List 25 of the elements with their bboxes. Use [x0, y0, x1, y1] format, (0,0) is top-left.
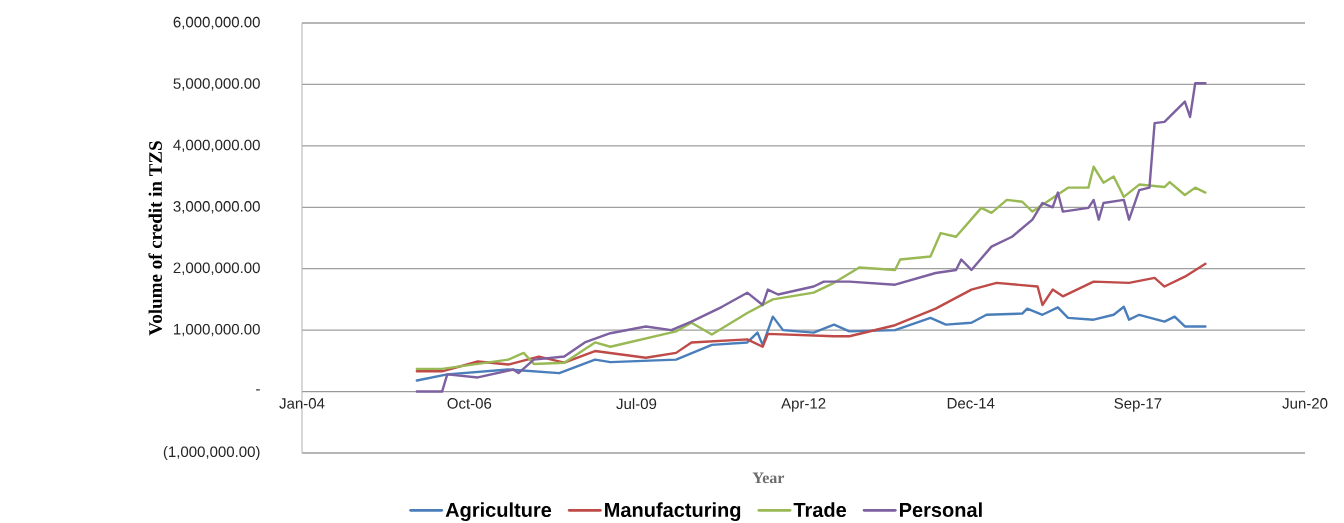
y-axis-title: Volume of credit in TZS — [148, 141, 163, 336]
x-tick-label: Jun-20 — [1282, 398, 1328, 409]
x-axis-title: Year — [752, 472, 785, 484]
line-series — [415, 82, 1207, 393]
line-series — [415, 165, 1207, 371]
legend-label: Manufacturing — [605, 502, 741, 522]
x-tick-label: Dec-14 — [947, 398, 995, 409]
legend-label: Trade — [793, 502, 847, 518]
y-tick-label: 4,000,000.00 — [173, 139, 260, 153]
legend-label: Agriculture — [445, 502, 552, 522]
y-tick-label: 1,000,000.00 — [174, 323, 260, 337]
x-tick-label: Jul-09 — [616, 398, 657, 410]
y-tick-label: 6,000,000.00 — [173, 16, 260, 30]
y-tick-label: - — [256, 389, 260, 391]
y-tick-label: 3,000,000.00 — [173, 201, 260, 214]
x-tick-label: Apr-12 — [781, 398, 826, 412]
line-series — [415, 305, 1207, 382]
y-tick-label: (1,000,000.00) — [163, 446, 260, 460]
y-tick-label: 2,000,000.00 — [173, 262, 260, 275]
y-tick-label: 5,000,000.00 — [173, 78, 260, 91]
x-tick-label: Oct-06 — [447, 398, 492, 409]
x-tick-label: Jan-04 — [279, 398, 325, 409]
legend-label: Personal — [899, 502, 982, 518]
line-series — [415, 262, 1207, 373]
x-tick-label: Sep-17 — [1114, 398, 1162, 412]
